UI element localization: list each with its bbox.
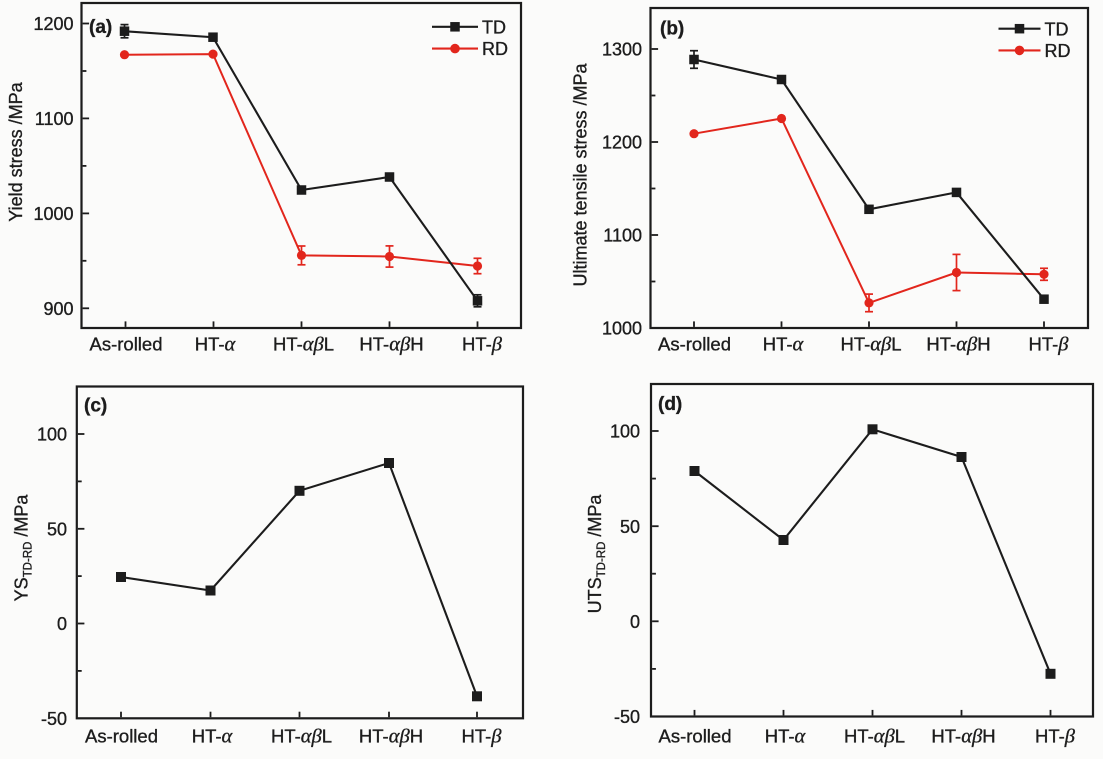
svg-text:HT-α: HT-α	[765, 726, 807, 748]
svg-text:1100: 1100	[603, 226, 642, 246]
svg-text:50: 50	[620, 517, 640, 537]
svg-text:HT-αβH: HT-αβH	[931, 726, 995, 748]
svg-text:HT-αβL: HT-αβL	[271, 726, 332, 748]
svg-text:0: 0	[630, 612, 640, 632]
svg-text:(b): (b)	[660, 19, 684, 40]
svg-text:HT-β: HT-β	[1028, 334, 1069, 356]
svg-text:1300: 1300	[602, 40, 642, 60]
svg-text:0: 0	[57, 614, 67, 634]
svg-text:1000: 1000	[33, 204, 73, 224]
svg-text:HT-αβL: HT-αβL	[844, 726, 905, 748]
svg-text:RD: RD	[1045, 41, 1071, 61]
svg-text:RD: RD	[482, 39, 508, 59]
svg-text:1000: 1000	[602, 319, 642, 339]
svg-text:Ultimate tensile stress /MPa: Ultimate tensile stress /MPa	[571, 62, 591, 286]
svg-text:HT-αβH: HT-αβH	[926, 334, 990, 356]
svg-text:HT-α: HT-α	[192, 726, 234, 748]
svg-text:HT-αβL: HT-αβL	[840, 334, 901, 356]
svg-text:HT-αβH: HT-αβH	[359, 334, 423, 356]
svg-text:1100: 1100	[35, 109, 74, 129]
svg-text:HT-β: HT-β	[1035, 726, 1076, 748]
svg-text:50: 50	[47, 519, 67, 539]
svg-text:As-rolled: As-rolled	[659, 726, 732, 747]
svg-text:1200: 1200	[602, 133, 642, 153]
svg-text:As-rolled: As-rolled	[85, 726, 158, 747]
svg-text:100: 100	[37, 425, 67, 445]
svg-text:HT-α: HT-α	[763, 334, 805, 356]
svg-text:UTSTD-RD /MPa: UTSTD-RD /MPa	[585, 494, 608, 614]
svg-text:-50: -50	[41, 709, 67, 729]
svg-text:HT-β: HT-β	[461, 726, 502, 748]
svg-text:HT-β: HT-β	[462, 334, 503, 356]
svg-text:Yield stress /MPa: Yield stress /MPa	[6, 81, 26, 221]
svg-text:As-rolled: As-rolled	[658, 334, 731, 355]
svg-text:TD: TD	[482, 17, 506, 37]
svg-text:TD: TD	[1045, 19, 1069, 39]
svg-text:(d): (d)	[658, 394, 682, 415]
svg-text:900: 900	[43, 299, 73, 319]
svg-text:As-rolled: As-rolled	[90, 334, 163, 355]
svg-text:(a): (a)	[89, 17, 112, 38]
svg-text:HT-α: HT-α	[195, 334, 237, 356]
svg-text:1200: 1200	[33, 14, 73, 34]
svg-text:100: 100	[610, 422, 640, 442]
svg-text:HT-αβH: HT-αβH	[359, 726, 423, 748]
svg-text:(c): (c)	[84, 396, 107, 417]
svg-text:-50: -50	[614, 707, 640, 727]
svg-text:HT-αβL: HT-αβL	[273, 334, 334, 356]
